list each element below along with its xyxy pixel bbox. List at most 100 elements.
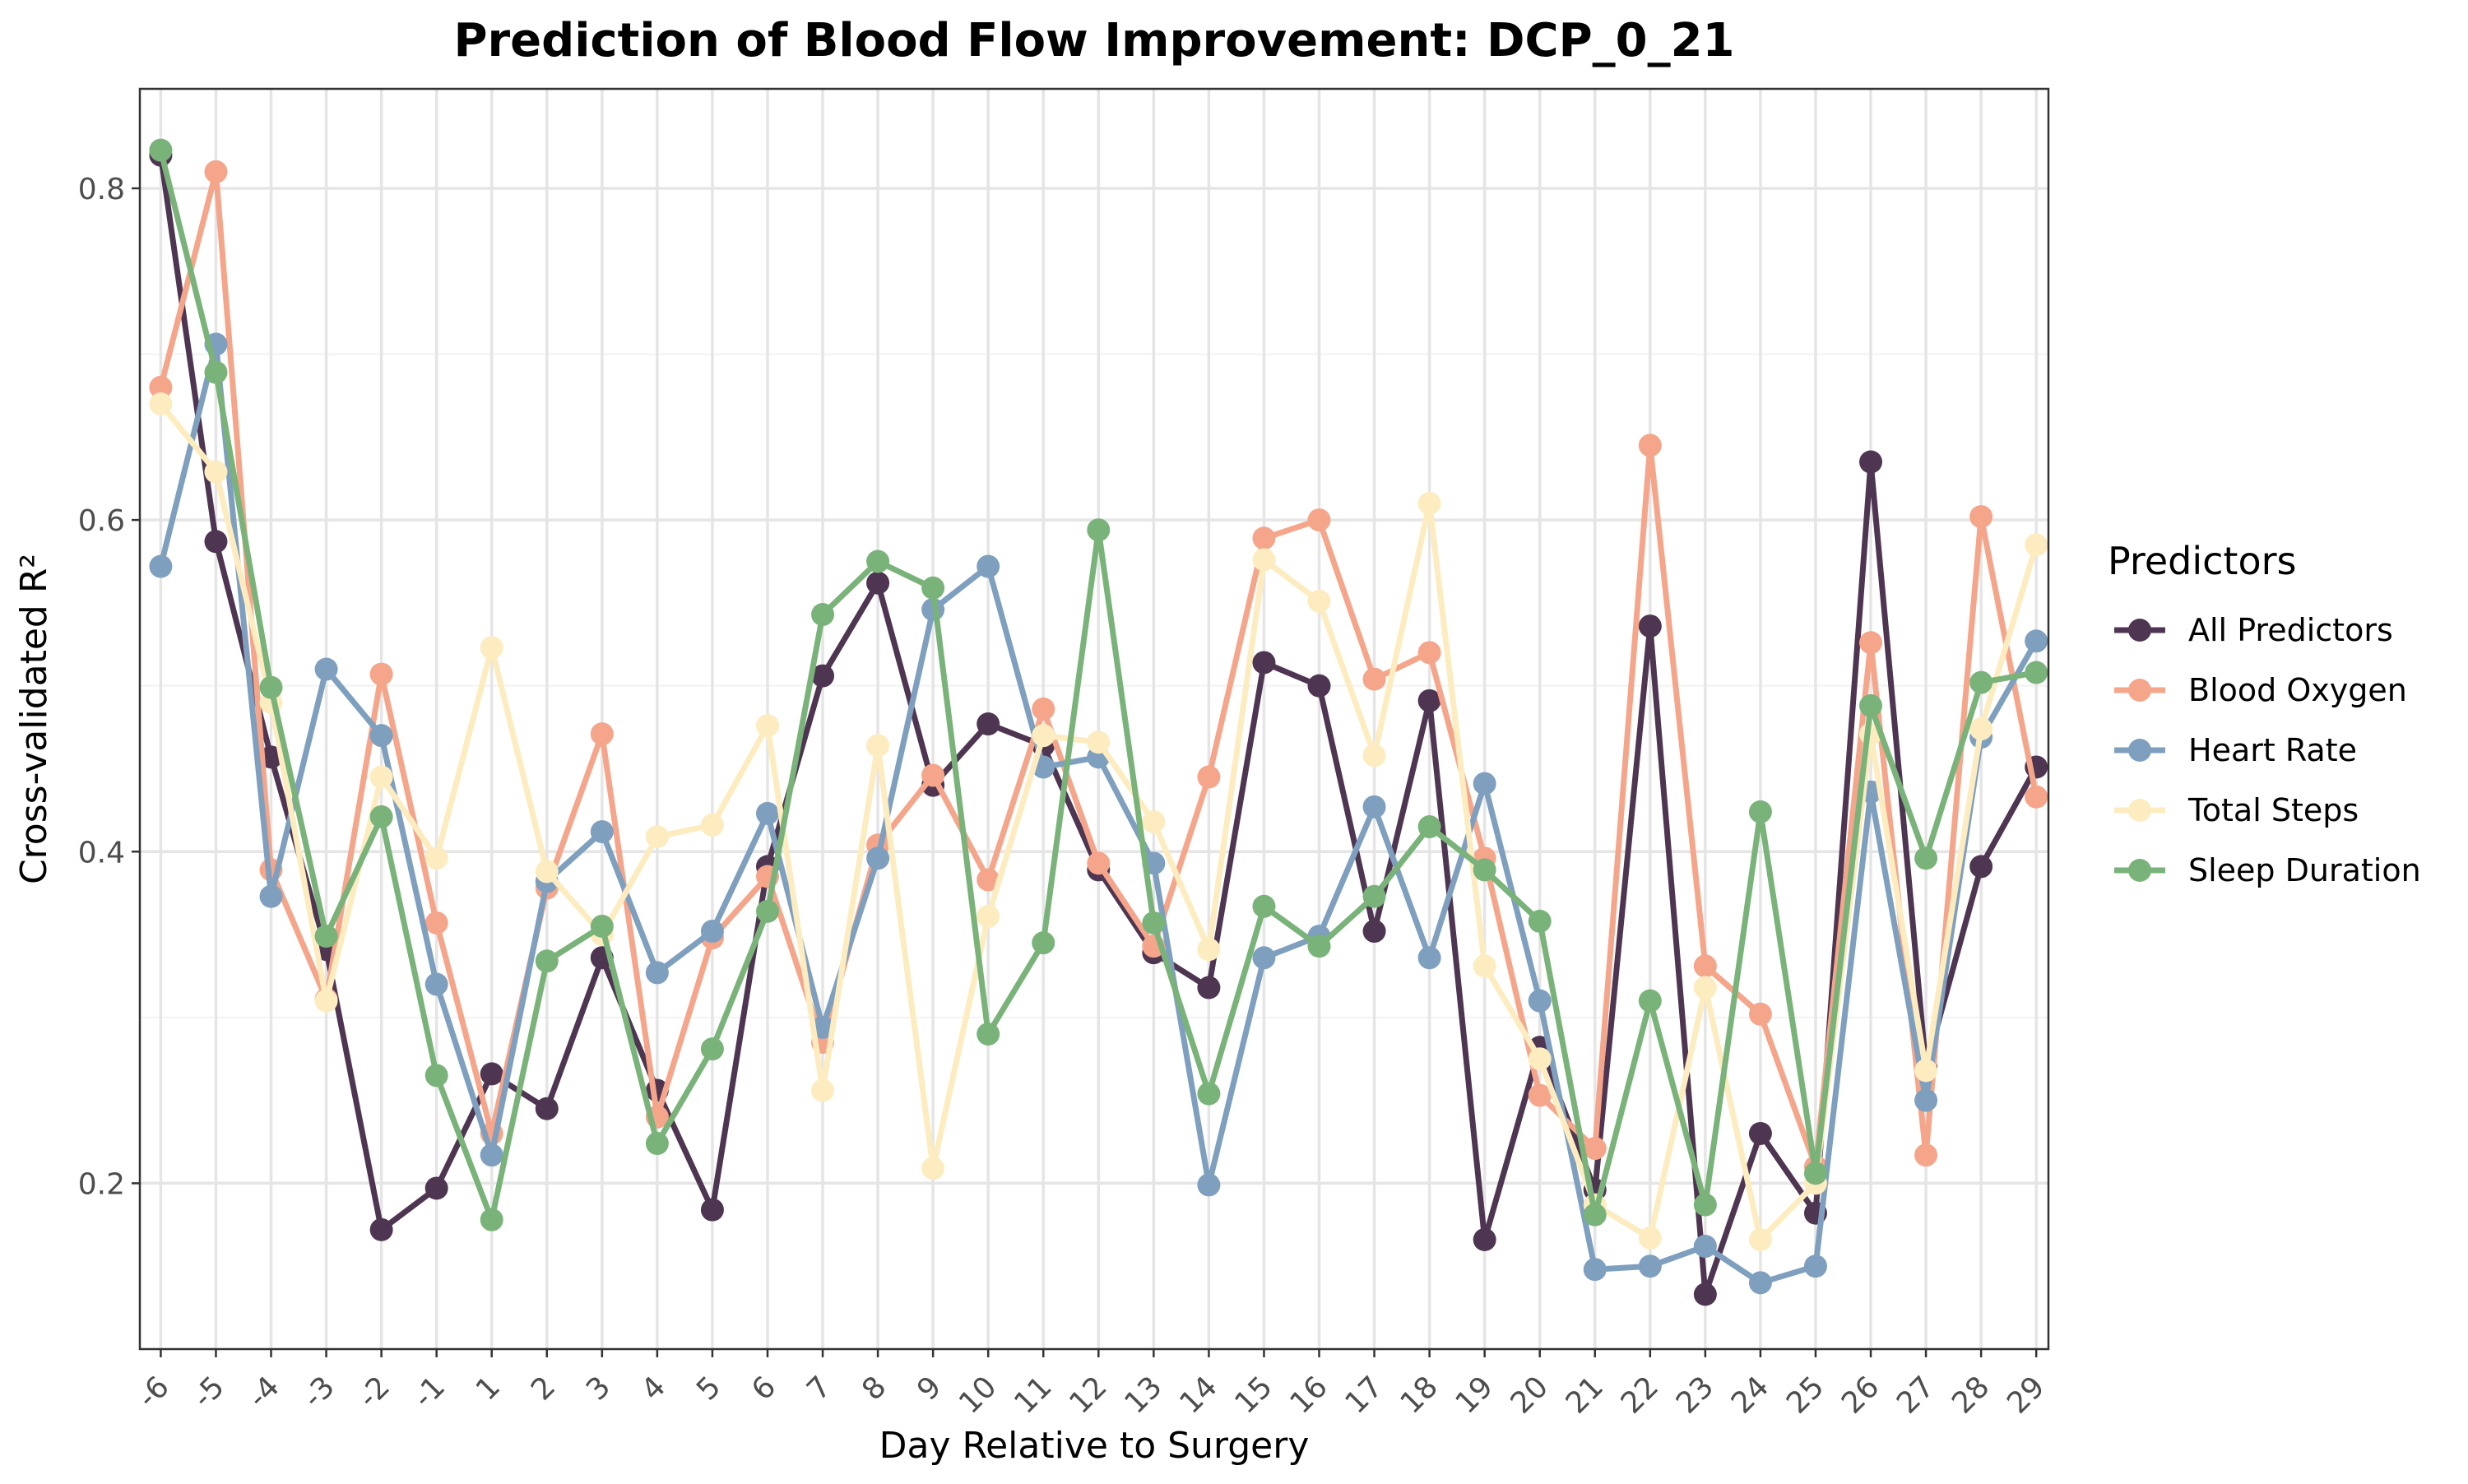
chart-title: Prediction of Blood Flow Improvement: DC… xyxy=(453,14,1734,67)
data-point-total-steps xyxy=(1693,976,1717,999)
data-point-sleep-duration xyxy=(977,1023,1000,1046)
data-point-blood-oxygen xyxy=(2025,785,2048,809)
legend-key-point xyxy=(2128,619,2151,642)
data-point-sleep-duration xyxy=(1583,1203,1607,1227)
data-point-blood-oxygen xyxy=(1032,697,1055,721)
data-point-sleep-duration xyxy=(1528,909,1552,933)
x-tick-label: 29 xyxy=(2001,1370,2051,1420)
data-point-sleep-duration xyxy=(921,576,945,600)
data-point-total-steps xyxy=(1969,717,1993,741)
data-point-all-predictors xyxy=(1197,976,1221,999)
data-point-sleep-duration xyxy=(1969,670,1993,694)
legend-label: Total Steps xyxy=(2187,792,2359,828)
data-point-sleep-duration xyxy=(645,1132,669,1156)
data-point-all-predictors xyxy=(480,1062,503,1086)
data-point-sleep-duration xyxy=(424,1064,448,1087)
data-point-blood-oxygen xyxy=(1307,508,1331,532)
data-point-sleep-duration xyxy=(1693,1193,1717,1217)
data-point-all-predictors xyxy=(204,530,228,554)
data-point-total-steps xyxy=(755,714,779,738)
x-tick-label: 5 xyxy=(690,1370,727,1407)
data-point-total-steps xyxy=(866,734,890,758)
data-point-blood-oxygen xyxy=(977,868,1000,892)
data-point-all-predictors xyxy=(866,571,890,595)
x-tick-label: 26 xyxy=(1835,1370,1886,1420)
data-point-blood-oxygen xyxy=(1859,631,1883,655)
data-point-all-predictors xyxy=(1252,651,1276,675)
x-tick-label: -2 xyxy=(352,1370,397,1414)
series-heart-rate xyxy=(149,332,2048,1295)
grid-layer xyxy=(140,89,2048,1349)
data-point-sleep-duration xyxy=(1142,911,1166,934)
data-point-blood-oxygen xyxy=(1087,851,1111,875)
data-point-blood-oxygen xyxy=(204,160,228,183)
data-point-all-predictors xyxy=(369,1217,393,1241)
data-point-heart-rate xyxy=(1638,1254,1662,1278)
data-point-all-predictors xyxy=(424,1176,448,1200)
data-point-sleep-duration xyxy=(314,925,338,948)
data-point-total-steps xyxy=(1748,1227,1772,1251)
data-point-sleep-duration xyxy=(590,914,614,938)
x-tick-label: -1 xyxy=(407,1370,452,1414)
x-tick-label: 22 xyxy=(1615,1370,1665,1420)
y-tick-label: 0.6 xyxy=(78,504,125,538)
data-point-sleep-duration xyxy=(1032,931,1055,955)
x-tick-label: 15 xyxy=(1228,1370,1278,1420)
data-point-sleep-duration xyxy=(480,1208,503,1231)
data-point-blood-oxygen xyxy=(1528,1083,1552,1107)
data-point-heart-rate xyxy=(1252,946,1276,970)
data-point-heart-rate xyxy=(590,820,614,844)
legend-item-total-steps: Total Steps xyxy=(2114,792,2359,828)
data-point-heart-rate xyxy=(1197,1173,1221,1197)
series-layer xyxy=(149,138,2048,1306)
legend-item-blood-oxygen: Blood Oxygen xyxy=(2114,672,2407,708)
data-point-sleep-duration xyxy=(204,360,228,384)
data-point-heart-rate xyxy=(424,972,448,996)
data-point-blood-oxygen xyxy=(921,763,945,787)
data-point-heart-rate xyxy=(977,554,1000,578)
data-point-heart-rate xyxy=(480,1143,503,1167)
x-tick-label: 6 xyxy=(745,1370,782,1407)
x-tick-label: -3 xyxy=(297,1370,341,1414)
data-point-heart-rate xyxy=(149,554,173,578)
x-tick-label: -6 xyxy=(131,1370,175,1414)
data-point-heart-rate xyxy=(866,846,890,870)
x-tick-label: 3 xyxy=(580,1370,617,1407)
data-point-sleep-duration xyxy=(866,550,890,573)
legend-label: Blood Oxygen xyxy=(2188,672,2407,708)
x-tick-label: 8 xyxy=(856,1370,893,1407)
legend-items: All Predictors Blood Oxygen Heart Rate Tota… xyxy=(2114,612,2421,888)
data-point-sleep-duration xyxy=(259,675,283,699)
data-point-sleep-duration xyxy=(2025,661,2048,684)
data-point-all-predictors xyxy=(1307,674,1331,698)
legend: Predictors All Predictors Blood Oxygen Hea… xyxy=(2108,539,2421,888)
y-tick-label: 0.2 xyxy=(78,1167,125,1201)
data-point-heart-rate xyxy=(1417,946,1441,970)
data-point-total-steps xyxy=(424,846,448,870)
x-axis-ticks: -6 -5 -4 -3 -2 -1 1 2 3 4 5 6 7 8 9 10 11 12 13 14 15 16 17 18 1… xyxy=(131,1349,2052,1421)
y-axis-ticks: 0.2 0.4 0.6 0.8 xyxy=(78,173,140,1201)
data-point-all-predictors xyxy=(1859,450,1883,474)
data-point-all-predictors xyxy=(1417,689,1441,712)
x-tick-label: 14 xyxy=(1173,1370,1223,1420)
data-point-heart-rate xyxy=(700,920,724,944)
data-point-heart-rate xyxy=(755,801,779,825)
x-tick-label: 4 xyxy=(635,1370,672,1407)
data-point-total-steps xyxy=(149,392,173,415)
legend-item-sleep-duration: Sleep Duration xyxy=(2114,852,2421,888)
data-point-total-steps xyxy=(1914,1059,1938,1083)
data-point-sleep-duration xyxy=(1473,858,1496,882)
data-point-sleep-duration xyxy=(1087,518,1111,542)
legend-item-all-predictors: All Predictors xyxy=(2114,612,2393,648)
x-tick-label: 11 xyxy=(1008,1370,1058,1420)
data-point-heart-rate xyxy=(645,961,669,985)
data-point-heart-rate xyxy=(1528,989,1552,1013)
data-point-heart-rate xyxy=(2025,629,2048,653)
data-point-total-steps xyxy=(2025,533,2048,557)
data-point-total-steps xyxy=(1142,809,1166,833)
legend-item-heart-rate: Heart Rate xyxy=(2114,732,2357,768)
data-point-total-steps xyxy=(369,765,393,789)
x-tick-label: 1 xyxy=(470,1370,507,1407)
